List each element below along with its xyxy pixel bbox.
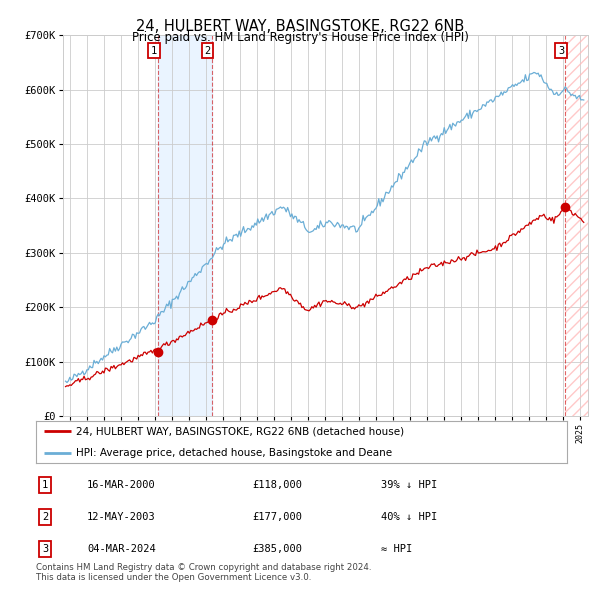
Text: 39% ↓ HPI: 39% ↓ HPI xyxy=(381,480,437,490)
Text: Contains HM Land Registry data © Crown copyright and database right 2024.
This d: Contains HM Land Registry data © Crown c… xyxy=(36,563,371,582)
Bar xyxy=(158,35,212,416)
Text: 3: 3 xyxy=(558,45,564,55)
Text: 24, HULBERT WAY, BASINGSTOKE, RG22 6NB: 24, HULBERT WAY, BASINGSTOKE, RG22 6NB xyxy=(136,19,464,34)
Text: 2: 2 xyxy=(42,512,48,522)
Text: £177,000: £177,000 xyxy=(252,512,302,522)
Text: 1: 1 xyxy=(42,480,48,490)
Text: 16-MAR-2000: 16-MAR-2000 xyxy=(87,480,156,490)
Text: HPI: Average price, detached house, Basingstoke and Deane: HPI: Average price, detached house, Basi… xyxy=(76,448,392,457)
Text: £118,000: £118,000 xyxy=(252,480,302,490)
Text: £385,000: £385,000 xyxy=(252,544,302,553)
Text: 1: 1 xyxy=(151,45,157,55)
Bar xyxy=(565,35,588,416)
Text: 12-MAY-2003: 12-MAY-2003 xyxy=(87,512,156,522)
Text: 04-MAR-2024: 04-MAR-2024 xyxy=(87,544,156,553)
Text: 2: 2 xyxy=(205,45,211,55)
Text: 3: 3 xyxy=(42,544,48,553)
Text: 40% ↓ HPI: 40% ↓ HPI xyxy=(381,512,437,522)
Text: Price paid vs. HM Land Registry's House Price Index (HPI): Price paid vs. HM Land Registry's House … xyxy=(131,31,469,44)
Bar xyxy=(565,35,588,416)
Text: 24, HULBERT WAY, BASINGSTOKE, RG22 6NB (detached house): 24, HULBERT WAY, BASINGSTOKE, RG22 6NB (… xyxy=(76,427,404,436)
Text: ≈ HPI: ≈ HPI xyxy=(381,544,412,553)
